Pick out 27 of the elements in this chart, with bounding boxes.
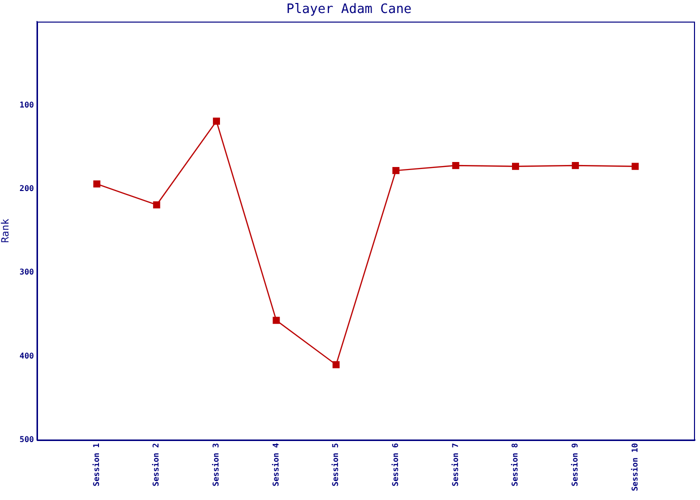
point — [332, 361, 340, 368]
point — [93, 180, 100, 188]
point — [512, 162, 520, 170]
y-tick-label: 200 — [20, 184, 34, 194]
point — [272, 316, 280, 324]
point — [632, 162, 639, 170]
x-tick-label: Session 4 — [271, 442, 280, 486]
x-tick-label: Session 10 — [630, 442, 640, 492]
y-axis-title: Rank — [0, 218, 12, 243]
x-tick-label: Session 7 — [450, 442, 460, 486]
point — [212, 118, 220, 125]
y-tick-label: 300 — [20, 268, 34, 277]
point — [452, 162, 460, 170]
x-tick-label: Session 2 — [152, 442, 161, 486]
y-tick-label: 400 — [20, 351, 34, 360]
y-tick-label: 500 — [20, 435, 34, 444]
x-tick-label: Session 3 — [212, 442, 221, 486]
y-tick-label: 100 — [20, 100, 34, 110]
chart-title: Player Adam Cane — [286, 2, 412, 18]
point — [392, 167, 400, 174]
x-tick-label: Session 1 — [92, 442, 101, 486]
x-tick-label: Session 6 — [390, 442, 400, 486]
x-tick-label: Session 9 — [570, 442, 580, 486]
x-tick-label: Session 8 — [510, 442, 520, 486]
x-tick-label: Session 5 — [331, 442, 340, 486]
point — [153, 201, 160, 208]
point — [572, 162, 579, 170]
